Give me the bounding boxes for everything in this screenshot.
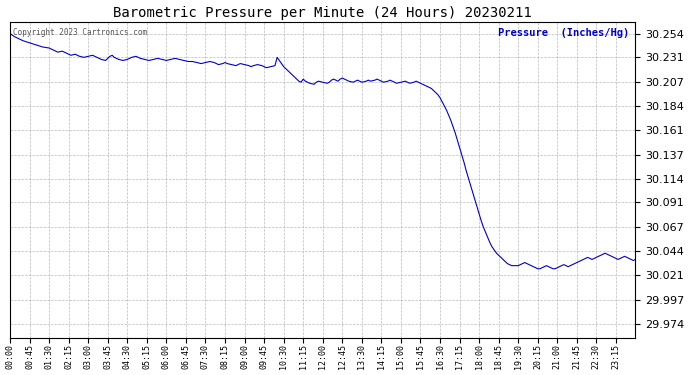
Title: Barometric Pressure per Minute (24 Hours) 20230211: Barometric Pressure per Minute (24 Hours… xyxy=(113,6,532,20)
Text: Pressure  (Inches/Hg): Pressure (Inches/Hg) xyxy=(498,28,629,38)
Text: Copyright 2023 Cartronics.com: Copyright 2023 Cartronics.com xyxy=(13,28,147,38)
